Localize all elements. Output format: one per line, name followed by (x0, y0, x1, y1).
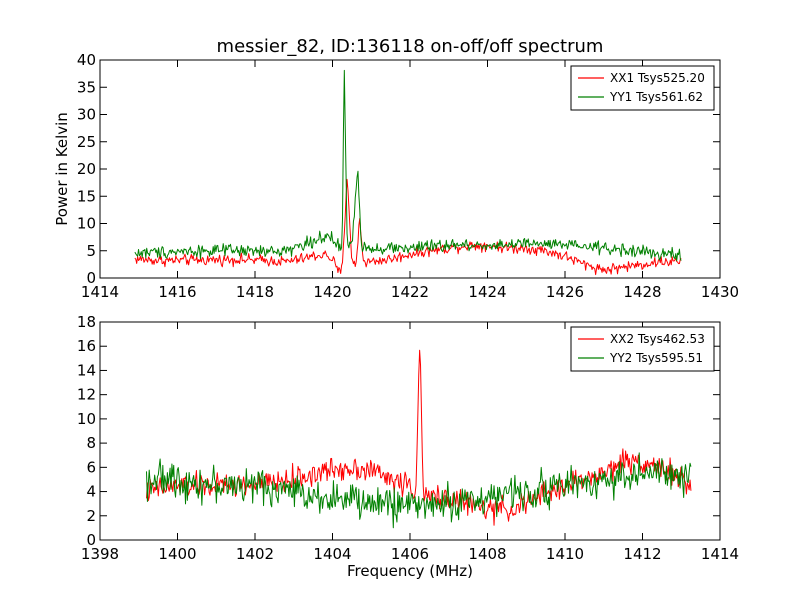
y-tick-label-0-3: 15 (77, 187, 96, 205)
x-tick-label-1-0: 1398 (81, 545, 119, 563)
legend-label-xx2: XX2 Tsys462.53 (610, 332, 705, 346)
x-tick-label-1-1: 1400 (158, 545, 196, 563)
series-line-1-1 (146, 452, 692, 529)
x-tick-label-0-8: 1430 (701, 283, 739, 301)
bottom-chart-legend-box (570, 326, 715, 372)
x-tick-label-0-5: 1424 (468, 283, 506, 301)
bottom-chart-x-axis-label: Frequency (MHz) (347, 562, 473, 580)
y-tick-label-1-9: 18 (77, 313, 96, 331)
bottom-chart: 1398 1400 1402 1404 1406 1408 1410 1412 14140246… (77, 313, 739, 580)
y-tick-label-1-0: 0 (86, 531, 96, 549)
x-tick-label-1-4: 1406 (391, 545, 429, 563)
y-tick-label-0-4: 20 (77, 160, 96, 178)
legend-label-yy2: YY2 Tsys595.51 (609, 351, 703, 365)
y-tick-label-0-6: 30 (77, 106, 96, 124)
y-tick-label-1-4: 8 (86, 434, 96, 452)
y-tick-label-0-2: 10 (77, 215, 96, 233)
y-tick-label-1-3: 6 (86, 458, 96, 476)
x-tick-label-0-0: 1414 (81, 283, 119, 301)
y-tick-label-1-6: 12 (77, 386, 96, 404)
legend-label-yy1: YY1 Tsys561.62 (609, 90, 703, 104)
x-tick-label-1-3: 1404 (313, 545, 351, 563)
x-tick-label-1-6: 1410 (546, 545, 584, 563)
top-chart-legend-box (570, 65, 715, 111)
top-chart: messier_82, ID:136118 on-off/off spectru… (53, 36, 739, 301)
y-tick-label-1-1: 2 (86, 507, 96, 525)
x-tick-label-0-4: 1422 (391, 283, 429, 301)
x-tick-label-0-7: 1428 (623, 283, 661, 301)
x-tick-label-1-5: 1408 (468, 545, 506, 563)
series-line-0-0 (134, 178, 682, 276)
y-tick-label-0-1: 5 (86, 242, 96, 260)
y-tick-label-0-5: 25 (77, 133, 96, 151)
bottom-chart-legend: XX2 Tsys462.53 YY2 Tsys595.51 (570, 326, 715, 372)
y-tick-label-0-0: 0 (86, 269, 96, 287)
x-tick-label-0-6: 1426 (546, 283, 584, 301)
x-tick-label-0-2: 1418 (236, 283, 274, 301)
top-chart-y-axis-label: Power in Kelvin (53, 112, 71, 226)
x-tick-label-1-7: 1412 (623, 545, 661, 563)
top-chart-legend: XX1 Tsys525.20 YY1 Tsys561.62 (570, 65, 715, 111)
x-tick-label-0-1: 1416 (158, 283, 196, 301)
x-tick-label-1-8: 1414 (701, 545, 739, 563)
x-tick-label-1-2: 1402 (236, 545, 274, 563)
top-chart-title: messier_82, ID:136118 on-off/off spectru… (217, 36, 604, 57)
x-tick-label-0-3: 1420 (313, 283, 351, 301)
y-tick-label-0-8: 40 (77, 51, 96, 69)
y-tick-label-1-8: 16 (77, 337, 96, 355)
legend-label-xx1: XX1 Tsys525.20 (610, 71, 705, 85)
series-line-0-1 (134, 69, 682, 262)
y-tick-label-1-2: 4 (86, 483, 96, 501)
y-tick-label-0-7: 35 (77, 78, 96, 96)
y-tick-label-1-7: 14 (77, 361, 96, 379)
y-tick-label-1-5: 10 (77, 410, 96, 428)
